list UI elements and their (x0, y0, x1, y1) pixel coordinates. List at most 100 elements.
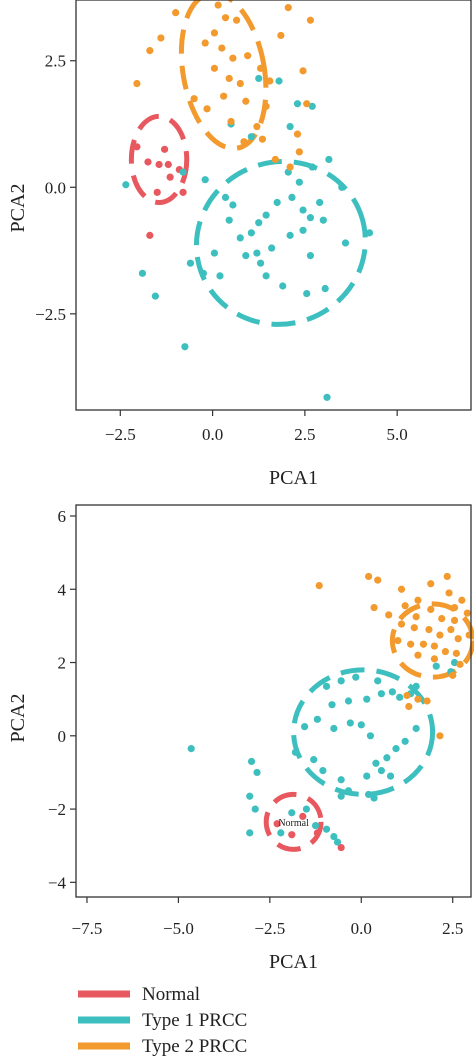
point-type1-35 (199, 269, 207, 277)
point-type1-20 (319, 216, 327, 224)
y-axis-label: PCA2 (7, 184, 29, 233)
series-normal (133, 143, 187, 239)
point-type1-36 (388, 688, 396, 696)
point-type2-36 (405, 702, 413, 711)
point-type2-26 (306, 16, 315, 24)
y-tick-label: 6 (58, 507, 67, 526)
point-type2-30 (394, 636, 402, 645)
point-type1-25 (242, 252, 250, 260)
point-type1-22 (383, 754, 391, 762)
x-tick-label: −2.5 (105, 425, 136, 444)
point-type2-16 (370, 603, 378, 612)
point-type2-12 (220, 92, 228, 100)
point-type2-11 (401, 602, 409, 610)
point-type1-11 (288, 193, 296, 202)
x-axis-label: PCA1 (269, 951, 318, 973)
point-type1-3 (221, 193, 230, 202)
point-type1-14 (316, 198, 324, 207)
point-type2-29 (452, 649, 460, 657)
point-type1-13 (306, 214, 315, 222)
point-type1-12 (299, 206, 307, 214)
y-tick-label: −2.5 (35, 305, 66, 324)
point-type2-18 (240, 138, 248, 146)
y-tick-label: −4 (48, 873, 67, 892)
point-type1-0 (187, 745, 195, 753)
point-type1-45 (275, 77, 283, 85)
point-type2-27 (299, 67, 307, 75)
point-type1-47 (370, 794, 378, 802)
point-type1-42 (308, 102, 316, 110)
point-type2-3 (397, 585, 406, 593)
point-type2-8 (256, 64, 265, 72)
point-type1-7 (247, 229, 255, 237)
point-type2-15 (450, 616, 459, 625)
point-type1-10 (322, 825, 331, 833)
point-type1-26 (366, 732, 375, 740)
x-tick-label: −2.5 (254, 919, 285, 938)
point-normal-3 (160, 145, 169, 153)
confidence-ellipse-type2 (178, 0, 269, 151)
point-type2-17 (253, 122, 261, 131)
point-type1-46 (450, 658, 459, 667)
point-type1-1 (247, 757, 256, 766)
point-type1-23 (392, 745, 400, 753)
point-type2-27 (430, 642, 439, 650)
point-type2-39 (456, 660, 464, 668)
point-normal-4 (299, 812, 307, 821)
x-tick-label: 2.5 (442, 919, 463, 938)
legend-label-type2: Type 2 PRCC (142, 1036, 247, 1057)
x-tick-label: 5.0 (387, 425, 408, 444)
point-type1-17 (308, 163, 316, 171)
point-type1-4 (229, 201, 237, 209)
point-type1-15 (319, 767, 327, 775)
point-normal-0 (155, 160, 163, 169)
point-type1-6 (236, 234, 244, 242)
point-type2-11 (236, 79, 244, 88)
point-type2-30 (146, 47, 154, 55)
point-type1-33 (344, 697, 353, 705)
point-type2-33 (449, 671, 457, 679)
point-type1-21 (299, 226, 307, 234)
point-type2-32 (190, 95, 198, 103)
point-type2-38 (403, 691, 411, 700)
x-tick-label: 2.5 (294, 425, 315, 444)
x-tick-label: 0.0 (351, 919, 372, 938)
point-type1-1 (179, 168, 187, 176)
point-type1-18 (325, 155, 333, 164)
point-type1-32 (328, 701, 336, 709)
point-type1-34 (186, 259, 195, 267)
point-type1-6 (277, 829, 285, 837)
point-type1-39 (138, 269, 147, 277)
point-type2-14 (262, 102, 270, 110)
point-type2-14 (438, 614, 446, 623)
point-type1-2 (253, 768, 261, 777)
point-type1-49 (364, 790, 373, 799)
confidence-ellipse-normal (128, 113, 190, 205)
point-type2-0 (172, 9, 180, 17)
point-type2-22 (447, 625, 455, 634)
point-type2-4 (414, 596, 422, 604)
point-type2-29 (157, 34, 165, 42)
point-type1-37 (396, 693, 404, 701)
point-type1-12 (333, 838, 342, 846)
point-type2-16 (227, 117, 235, 126)
point-type2-13 (242, 97, 250, 105)
point-type1-23 (268, 244, 276, 252)
point-type1-5 (225, 216, 233, 224)
point-type1-24 (253, 249, 261, 257)
point-type2-24 (465, 631, 473, 639)
point-type1-16 (337, 776, 345, 784)
point-type2-28 (441, 647, 449, 656)
legend-label-normal: Normal (142, 984, 200, 1005)
point-type2-23 (454, 635, 462, 643)
point-normal-2 (288, 831, 296, 839)
point-normal-7 (179, 188, 187, 196)
point-type2-10 (225, 74, 233, 83)
confidence-ellipse-type1 (291, 667, 436, 797)
point-type1-44 (255, 74, 263, 83)
point-type2-2 (374, 576, 382, 584)
point-type1-9 (262, 211, 270, 219)
point-type1-29 (303, 289, 311, 298)
series-type2 (315, 572, 473, 740)
